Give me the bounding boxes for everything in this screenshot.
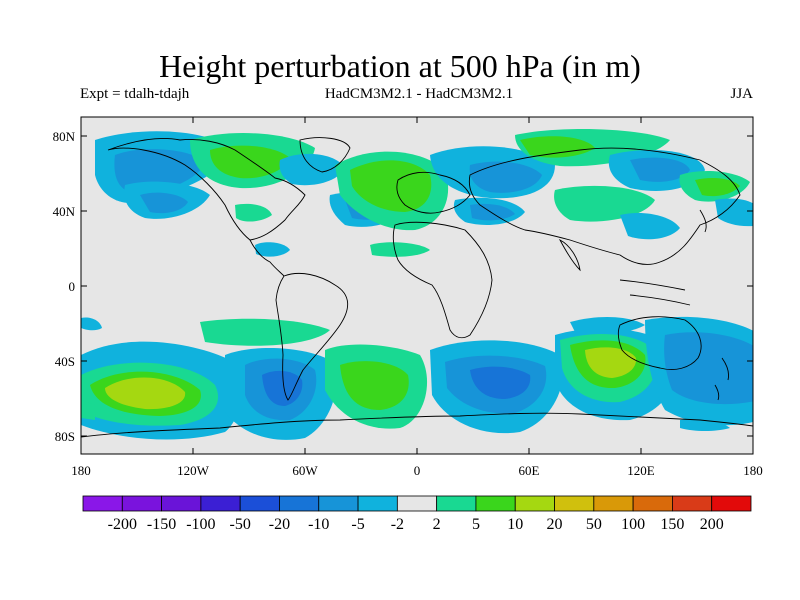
experiment-label: Expt = tdalh-tdajh bbox=[80, 86, 190, 102]
coastline-antarctica bbox=[81, 412, 753, 438]
model-label: HadCM3M2.1 - HadCM3M2.1 bbox=[324, 86, 514, 102]
coastline-new-zealand bbox=[714, 357, 730, 401]
y-tick-label: 80S bbox=[55, 429, 75, 444]
colorbar-label: 150 bbox=[660, 516, 684, 533]
page-title: Height perturbation at 500 hPa (in m) bbox=[159, 48, 641, 84]
anomaly-region bbox=[81, 317, 102, 331]
x-tick-label: 120W bbox=[177, 463, 210, 478]
colorbar-swatch bbox=[554, 495, 595, 512]
colorbar-swatch bbox=[672, 495, 713, 512]
anomaly-field bbox=[81, 128, 753, 440]
anomaly-region bbox=[470, 203, 515, 221]
season-label: JJA bbox=[730, 86, 753, 102]
colorbar-label: 100 bbox=[621, 516, 645, 533]
anomaly-region bbox=[470, 366, 531, 399]
colorbar-swatch bbox=[593, 495, 634, 512]
coastline-south-america bbox=[275, 273, 349, 401]
colorbar-label: -10 bbox=[308, 516, 329, 533]
colorbar-swatch bbox=[357, 495, 398, 512]
coastline-asia bbox=[468, 147, 741, 265]
colorbar-label: -20 bbox=[269, 516, 290, 533]
anomaly-region bbox=[81, 400, 95, 420]
colorbar-swatch bbox=[475, 495, 516, 512]
x-axis: 180 120W 60W 0 60E 120E 180 bbox=[71, 117, 763, 478]
anomaly-region bbox=[520, 136, 595, 158]
anomaly-region bbox=[695, 178, 740, 197]
colorbar-swatch bbox=[121, 495, 162, 512]
colorbar-swatch bbox=[200, 495, 241, 512]
coastline-central-america bbox=[249, 239, 285, 277]
anomaly-region bbox=[630, 157, 690, 182]
anomaly-region bbox=[279, 153, 345, 186]
y-axis: 80N 40N 0 40S 80S bbox=[53, 129, 753, 444]
y-tick-label: 80N bbox=[53, 129, 76, 144]
colorbar-label: -50 bbox=[230, 516, 251, 533]
coastlines bbox=[81, 137, 753, 438]
anomaly-region bbox=[370, 242, 430, 257]
y-tick-label: 0 bbox=[69, 279, 76, 294]
y-tick-label: 40S bbox=[55, 354, 75, 369]
coastline-greenland bbox=[299, 137, 351, 173]
colorbar-label: -2 bbox=[391, 516, 404, 533]
anomaly-region bbox=[105, 377, 186, 410]
colorbar-swatch bbox=[632, 495, 673, 512]
anomaly-region bbox=[210, 145, 290, 179]
x-tick-label: 60E bbox=[519, 463, 540, 478]
colorbar-label: -200 bbox=[108, 516, 137, 533]
colorbar-swatch bbox=[239, 495, 280, 512]
anomaly-region bbox=[235, 203, 272, 222]
coastline-indonesia bbox=[619, 279, 691, 306]
x-tick-label: 120E bbox=[627, 463, 655, 478]
colorbar-label: 200 bbox=[700, 516, 724, 533]
x-tick-label: 60W bbox=[292, 463, 318, 478]
anomaly-region bbox=[262, 370, 303, 406]
colorbar-swatch bbox=[396, 495, 438, 512]
coastline-japan bbox=[699, 209, 707, 233]
colorbar-swatch bbox=[161, 495, 202, 512]
coastline-europe bbox=[396, 171, 471, 214]
colorbar-swatch bbox=[711, 495, 752, 512]
coastline-africa bbox=[392, 221, 493, 339]
anomaly-region bbox=[715, 198, 753, 227]
coastline-north-america bbox=[107, 138, 306, 241]
colorbar: -200 -150 -100 -50 -20 -10 -5 -2 2 5 10 20 50 100 150 2… bbox=[82, 495, 752, 533]
anomaly-region bbox=[350, 160, 432, 212]
colorbar-swatch bbox=[318, 495, 359, 512]
anomaly-region bbox=[340, 361, 409, 410]
y-tick-label: 40N bbox=[53, 204, 76, 219]
anomaly-region bbox=[140, 192, 188, 214]
colorbar-label: 2 bbox=[433, 516, 441, 533]
colorbar-swatch bbox=[514, 495, 555, 512]
colorbar-swatch bbox=[279, 495, 320, 512]
colorbar-swatch bbox=[436, 495, 477, 512]
anomaly-region bbox=[469, 161, 542, 193]
x-tick-label: 180 bbox=[71, 463, 91, 478]
colorbar-label: -100 bbox=[186, 516, 215, 533]
anomaly-region bbox=[255, 242, 290, 257]
anomaly-region bbox=[200, 318, 330, 346]
coastline-australia bbox=[617, 316, 702, 370]
coastline-india bbox=[558, 238, 581, 272]
anomaly-region bbox=[570, 316, 645, 334]
anomaly-region bbox=[620, 212, 680, 240]
anomaly-region bbox=[585, 347, 637, 378]
colorbar-swatch bbox=[82, 495, 123, 512]
anomaly-region bbox=[664, 332, 753, 405]
colorbar-label: 5 bbox=[472, 516, 480, 533]
colorbar-label: 10 bbox=[507, 516, 523, 533]
colorbar-label: -5 bbox=[351, 516, 364, 533]
x-tick-label: 0 bbox=[414, 463, 421, 478]
map-panel: 80N 40N 0 40S 80S 180 120W 60W 0 60E 120E 180 bbox=[53, 116, 763, 478]
colorbar-label: 50 bbox=[586, 516, 602, 533]
colorbar-label: -150 bbox=[147, 516, 176, 533]
x-tick-label: 180 bbox=[743, 463, 763, 478]
colorbar-label: 20 bbox=[547, 516, 563, 533]
anomaly-region bbox=[554, 185, 655, 222]
